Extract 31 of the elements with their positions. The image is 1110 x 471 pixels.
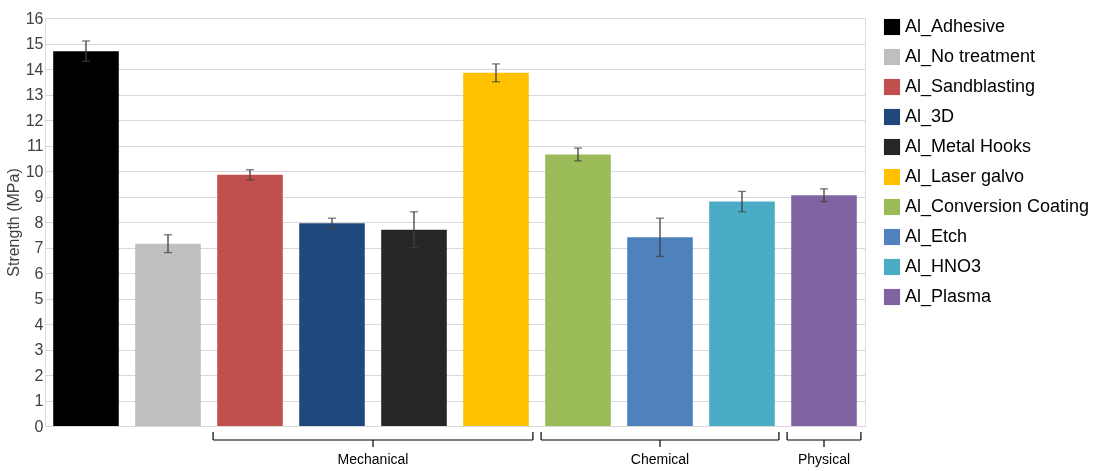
text: Mechanical: [337, 451, 409, 467]
y-tick-label: 2: [34, 366, 44, 384]
legend-label: Al_Conversion Coating: [905, 196, 1090, 217]
y-tick-label: 13: [25, 86, 44, 103]
y-tick-label: 4: [34, 315, 44, 333]
y-tick-label: 1: [34, 392, 44, 409]
text: Physical: [797, 451, 851, 467]
y-tick-label: 14: [25, 60, 44, 78]
legend-label: Al_Adhesive: [905, 16, 1006, 37]
legend-label: Al_Sandblasting: [905, 76, 1036, 97]
legend-label: Al_3D: [905, 106, 955, 127]
y-axis-title: Strength (MPa): [4, 168, 22, 277]
legend-label: Al_Laser galvo: [905, 166, 1025, 187]
y-tick-label: 9: [34, 188, 44, 205]
legend-label: Al_HNO3: [905, 256, 982, 277]
y-tick-label: 0: [34, 417, 44, 435]
legend-label: Al_Etch: [905, 226, 968, 247]
y-tick-label: 10: [25, 162, 44, 180]
y-tick-label: 7: [34, 239, 44, 256]
y-tick-label: 16: [25, 9, 44, 27]
legend-label: Al_Metal Hooks: [905, 136, 1032, 157]
y-tick-label: 15: [25, 35, 44, 52]
y-tick-label: 11: [26, 137, 44, 154]
y-tick-label: 3: [34, 341, 44, 358]
legend-label: Al_No treatment: [905, 46, 1036, 67]
text: Chemical: [630, 451, 690, 467]
legend-label: Al_Plasma: [905, 286, 993, 307]
y-tick-label: 12: [25, 111, 44, 129]
y-tick-label: 6: [34, 264, 44, 282]
y-tick-label: 5: [34, 290, 44, 307]
y-tick-label: 8: [34, 213, 44, 231]
